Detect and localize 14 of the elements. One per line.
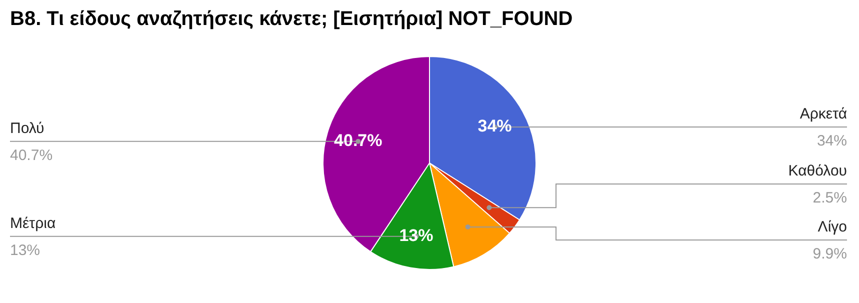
chart-title: B8. Τι είδους αναζητήσεις κάνετε; [Εισητήρια] NOT_FOUND bbox=[9, 7, 574, 32]
data-label: 13% bbox=[10, 242, 40, 259]
data-label: 34% bbox=[816, 132, 847, 150]
slice-label: Πολύ bbox=[10, 120, 44, 138]
data-label: 9.9% bbox=[812, 246, 847, 263]
text: 34% bbox=[478, 116, 512, 136]
slice-label: Μέτρια bbox=[10, 215, 56, 232]
slice-label: Αρκετά bbox=[800, 106, 848, 123]
text: 13% bbox=[399, 226, 434, 246]
slice-label: Λίγο bbox=[818, 218, 847, 236]
slice-label: Καθόλου bbox=[788, 162, 847, 180]
data-label: 40.7% bbox=[10, 147, 53, 164]
text: 40.7% bbox=[334, 131, 382, 150]
data-label: 2.5% bbox=[812, 190, 847, 207]
